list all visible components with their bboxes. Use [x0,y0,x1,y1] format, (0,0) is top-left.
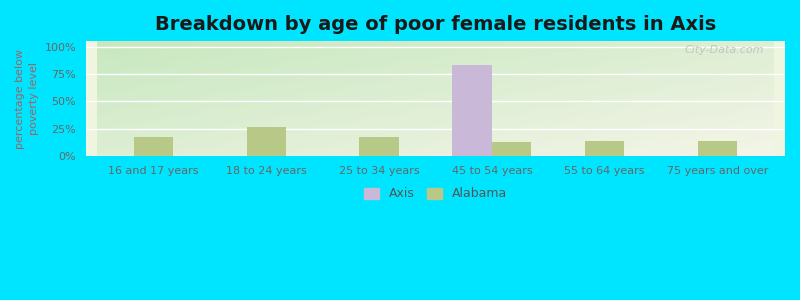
Bar [246,127,286,156]
Bar [359,136,399,156]
Bar [585,141,624,156]
Text: City-Data.com: City-Data.com [685,45,764,55]
Bar [492,142,531,156]
Legend: Axis, Alabama: Axis, Alabama [358,182,512,206]
Bar [452,65,492,156]
Bar [698,141,737,156]
Title: Breakdown by age of poor female residents in Axis: Breakdown by age of poor female resident… [155,15,716,34]
Bar [134,136,174,156]
Y-axis label: percentage below
poverty level: percentage below poverty level [15,49,39,149]
